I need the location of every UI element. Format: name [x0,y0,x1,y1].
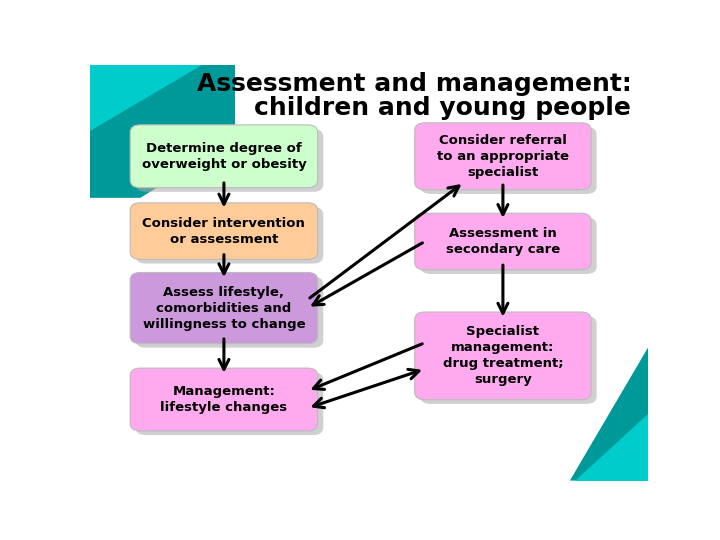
Text: Consider referral
to an appropriate
specialist: Consider referral to an appropriate spec… [437,134,569,179]
Text: Assessment and management:: Assessment and management: [197,71,631,96]
Polygon shape [90,65,202,131]
FancyBboxPatch shape [136,129,323,192]
Polygon shape [575,414,648,481]
FancyBboxPatch shape [136,207,323,264]
Text: Assessment in
secondary care: Assessment in secondary care [446,227,560,256]
FancyBboxPatch shape [420,218,597,274]
FancyBboxPatch shape [136,276,323,348]
FancyBboxPatch shape [420,127,597,194]
FancyBboxPatch shape [420,316,597,404]
FancyBboxPatch shape [130,203,318,259]
Text: Assess lifestyle,
comorbidities and
willingness to change: Assess lifestyle, comorbidities and will… [143,286,305,330]
FancyBboxPatch shape [415,312,591,400]
Text: children and young people: children and young people [254,97,631,120]
Text: Determine degree of
overweight or obesity: Determine degree of overweight or obesit… [142,142,306,171]
Text: Consider intervention
or assessment: Consider intervention or assessment [143,217,305,246]
FancyBboxPatch shape [130,368,318,431]
FancyBboxPatch shape [130,125,318,188]
Text: Management:
lifestyle changes: Management: lifestyle changes [161,385,287,414]
FancyBboxPatch shape [136,372,323,435]
Polygon shape [481,348,648,481]
FancyBboxPatch shape [415,213,591,270]
FancyBboxPatch shape [130,273,318,343]
Text: Specialist
management:
drug treatment;
surgery: Specialist management: drug treatment; s… [443,326,563,386]
FancyBboxPatch shape [415,123,591,190]
Polygon shape [90,65,235,198]
